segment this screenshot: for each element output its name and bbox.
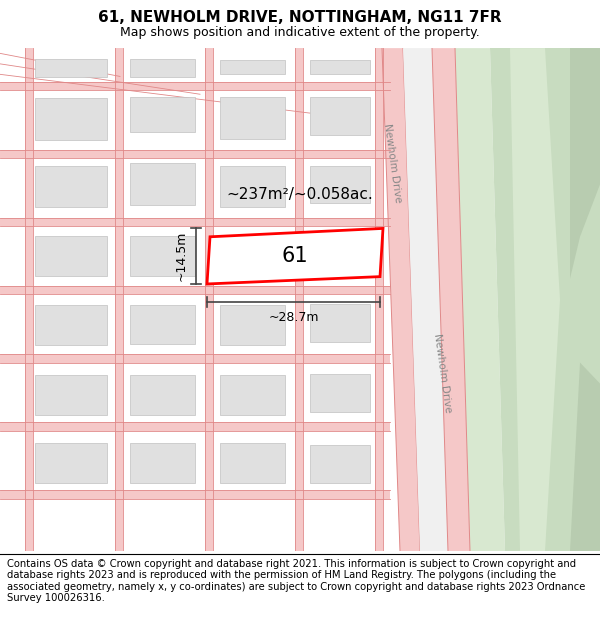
Bar — [35, 59, 107, 78]
Text: Newholm Drive: Newholm Drive — [382, 123, 404, 204]
Bar — [130, 443, 195, 483]
Polygon shape — [115, 48, 123, 551]
Polygon shape — [0, 491, 390, 499]
Polygon shape — [382, 48, 420, 551]
Text: Contains OS data © Crown copyright and database right 2021. This information is : Contains OS data © Crown copyright and d… — [7, 559, 586, 603]
Bar — [310, 304, 370, 342]
Bar — [310, 166, 370, 203]
Text: Newholm Drive: Newholm Drive — [433, 333, 454, 413]
Bar — [220, 305, 285, 345]
Polygon shape — [0, 286, 390, 294]
Bar — [310, 374, 370, 412]
Polygon shape — [455, 48, 505, 551]
Bar — [220, 443, 285, 483]
Bar — [130, 375, 195, 415]
Bar — [310, 232, 370, 271]
Bar — [35, 305, 107, 345]
Text: 61: 61 — [281, 246, 308, 266]
Bar — [310, 98, 370, 135]
Text: 61, NEWHOLM DRIVE, NOTTINGHAM, NG11 7FR: 61, NEWHOLM DRIVE, NOTTINGHAM, NG11 7FR — [98, 9, 502, 24]
Bar — [220, 59, 285, 74]
Bar — [310, 446, 370, 483]
Polygon shape — [205, 48, 213, 551]
Bar — [130, 163, 195, 206]
Bar — [310, 59, 370, 74]
Bar — [35, 443, 107, 483]
Text: ~28.7m: ~28.7m — [268, 311, 319, 324]
Polygon shape — [0, 82, 390, 90]
Polygon shape — [0, 422, 390, 431]
Bar — [35, 98, 107, 141]
Polygon shape — [25, 48, 33, 551]
Polygon shape — [432, 48, 470, 551]
Polygon shape — [570, 362, 600, 551]
Bar — [130, 98, 195, 132]
Bar — [220, 98, 285, 139]
Bar — [35, 236, 107, 276]
Polygon shape — [207, 228, 383, 284]
Bar — [35, 375, 107, 415]
Bar — [130, 305, 195, 344]
Text: Map shows position and indicative extent of the property.: Map shows position and indicative extent… — [120, 26, 480, 39]
Bar — [130, 59, 195, 78]
Text: ~14.5m: ~14.5m — [175, 231, 188, 281]
Bar — [220, 166, 285, 208]
Polygon shape — [403, 48, 448, 551]
Bar — [35, 166, 107, 208]
Polygon shape — [375, 48, 383, 551]
Polygon shape — [570, 48, 600, 279]
Polygon shape — [490, 48, 600, 551]
Text: ~237m²/~0.058ac.: ~237m²/~0.058ac. — [227, 188, 373, 202]
Bar — [220, 375, 285, 415]
Polygon shape — [510, 48, 560, 551]
Polygon shape — [0, 150, 390, 158]
Polygon shape — [0, 218, 390, 226]
Polygon shape — [0, 354, 390, 362]
Bar — [130, 236, 195, 276]
Polygon shape — [295, 48, 303, 551]
